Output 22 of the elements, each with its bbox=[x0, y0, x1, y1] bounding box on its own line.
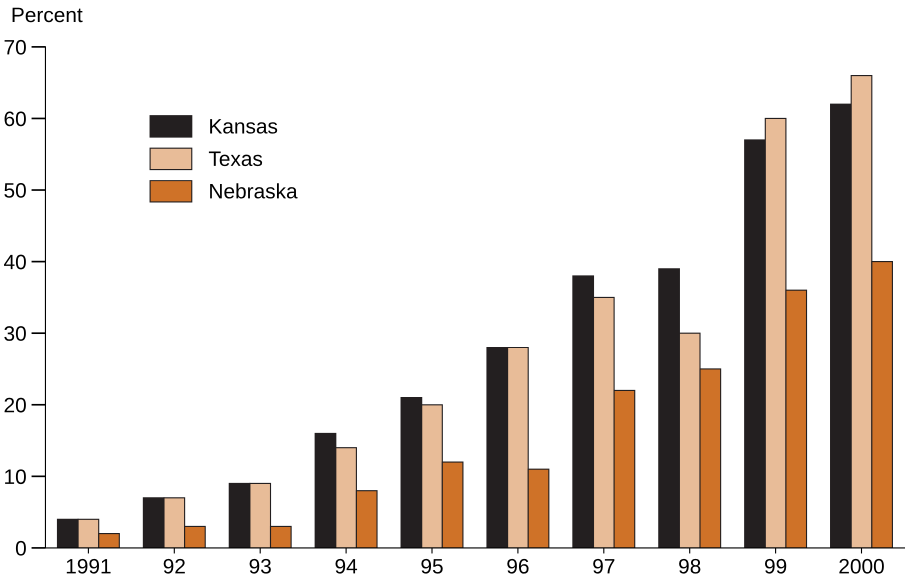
x-tick-label: 2000 bbox=[839, 558, 884, 574]
x-tick-label: 92 bbox=[164, 558, 185, 574]
legend-label: Kansas bbox=[210, 119, 278, 134]
y-tick-label: 50 bbox=[4, 183, 26, 198]
y-tick-label: 30 bbox=[4, 326, 26, 341]
y-tick-label: 0 bbox=[16, 540, 26, 556]
y-tick-label: 10 bbox=[5, 469, 26, 484]
x-tick-label: 1991 bbox=[66, 558, 111, 574]
x-tick-label: 99 bbox=[764, 558, 786, 574]
y-tick-label: 40 bbox=[4, 254, 26, 270]
y-tick-label: 60 bbox=[4, 111, 26, 126]
x-tick-label: 93 bbox=[250, 558, 271, 574]
x-tick-label: 96 bbox=[507, 558, 529, 574]
x-tick-label: 97 bbox=[593, 558, 614, 574]
legend-label: Texas bbox=[208, 152, 262, 166]
y-tick-label: 20 bbox=[4, 398, 26, 413]
y-axis-title: Percent bbox=[12, 8, 83, 22]
x-tick-label: 95 bbox=[421, 558, 443, 574]
y-tick-label: 70 bbox=[4, 40, 26, 55]
legend-label: Nebraska bbox=[210, 183, 298, 199]
x-tick-label: 98 bbox=[679, 558, 700, 574]
x-tick-label: 94 bbox=[335, 558, 358, 574]
